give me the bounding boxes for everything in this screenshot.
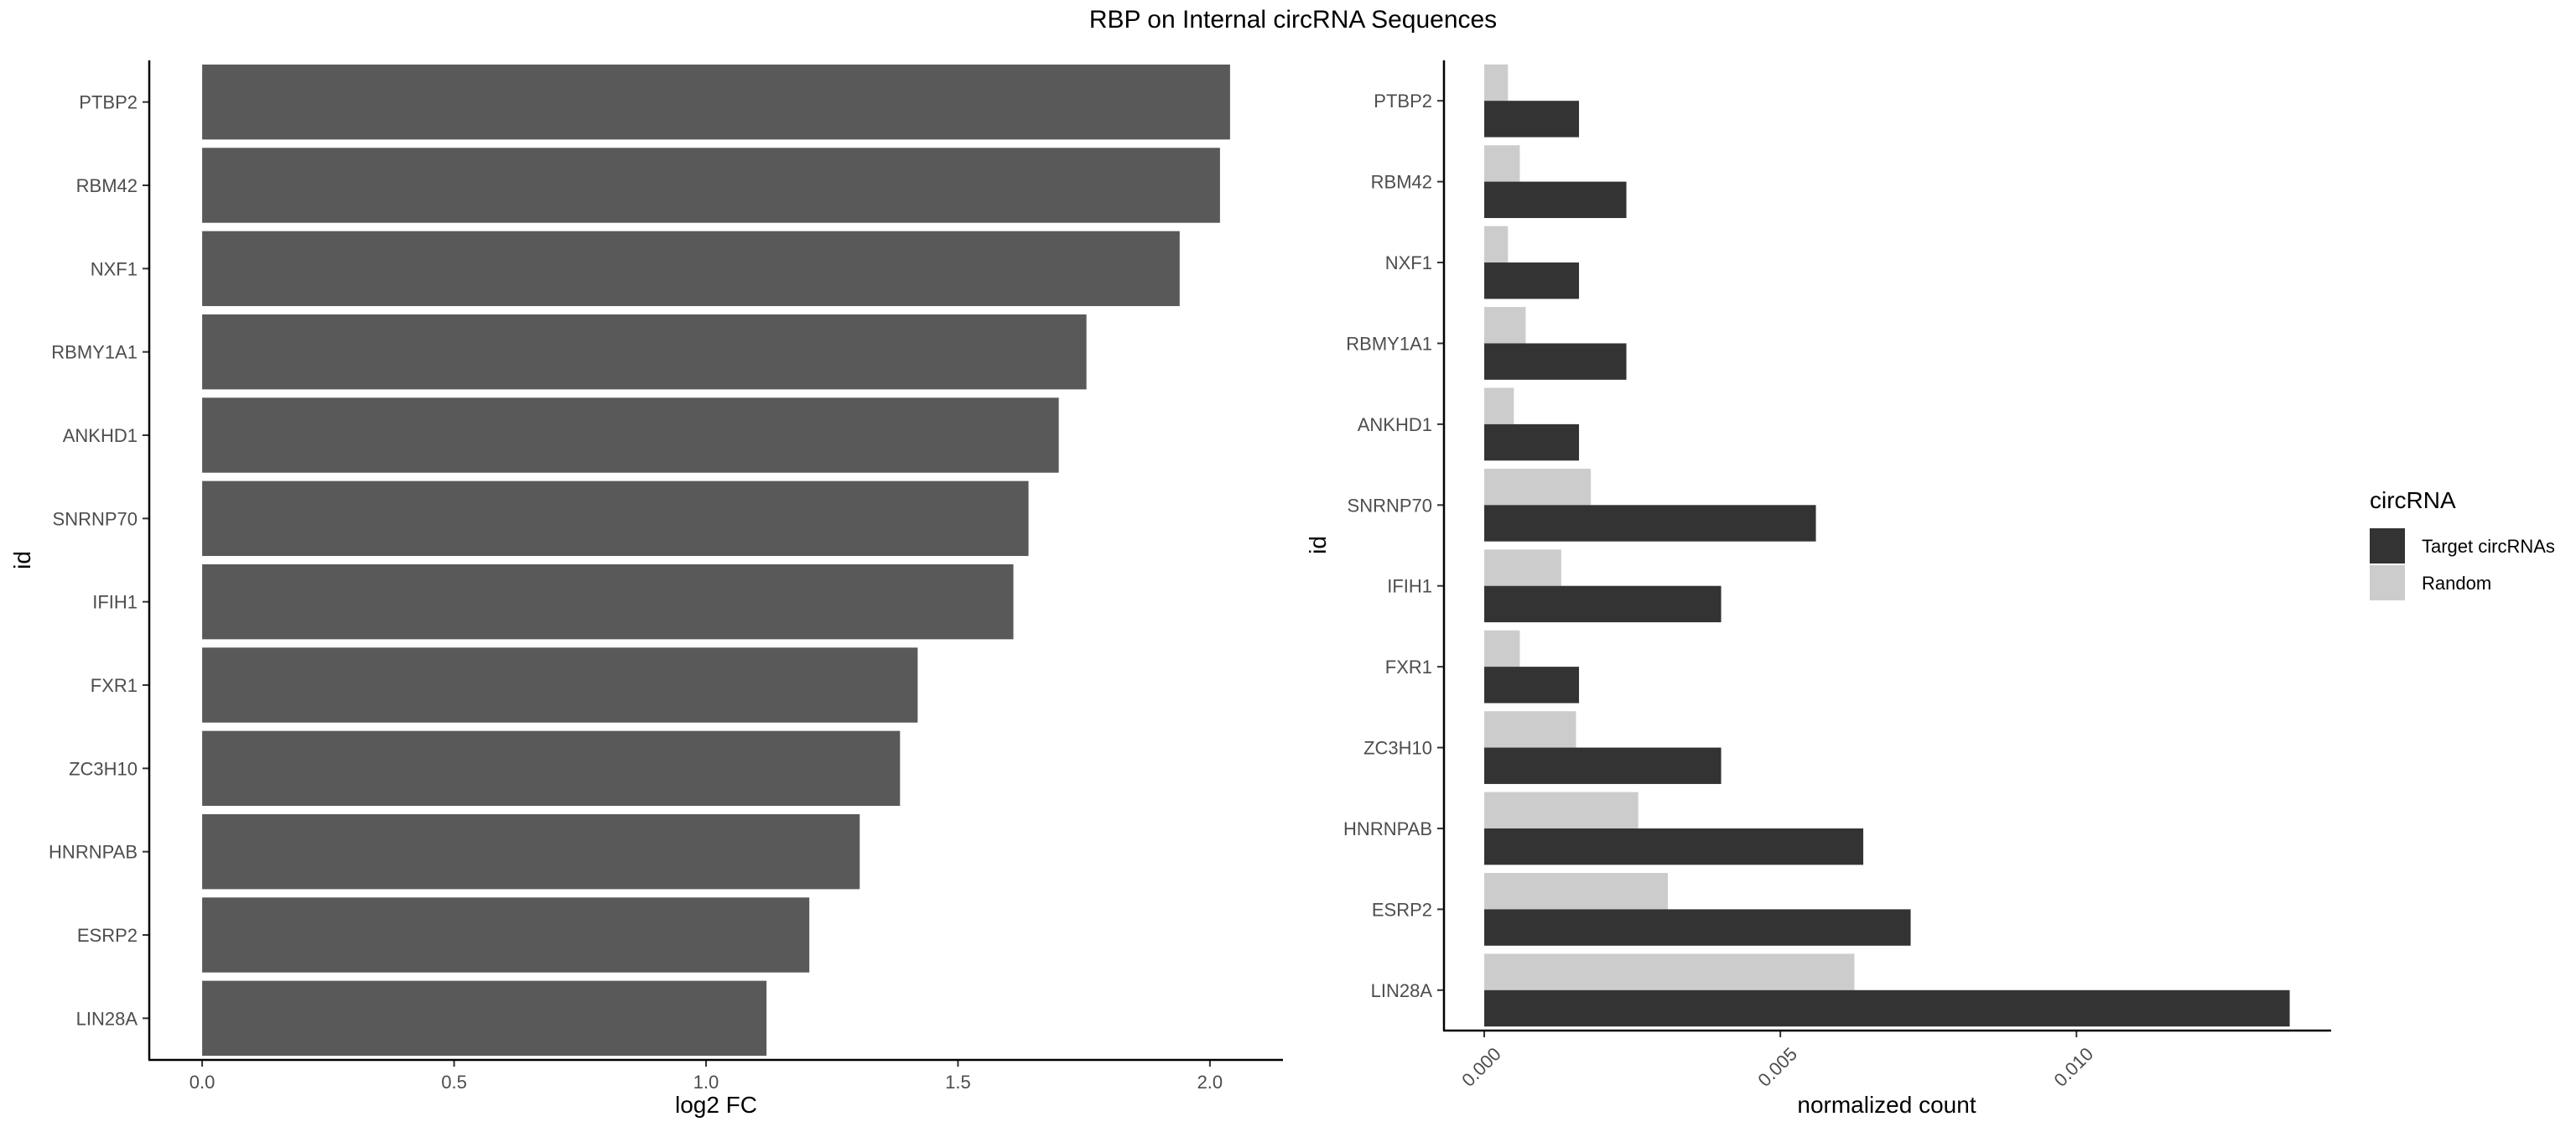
right-bar-random-rbm42 [1484,145,1520,182]
right-x-axis-ticks: 0.000 0.005 0.010 [1457,1031,2097,1091]
left-y-tick-label-hnrnpab: HNRNPAB [49,842,138,863]
right-y-axis-ticks: PTBP2 RBM42 NXF1 RBMY1A1 ANKHD1 SNRNP70 IFIH1 F… [1343,91,1444,1001]
left-y-tick-label-esrp2: ESRP2 [77,925,138,946]
left-bar-fxr1 [202,647,918,723]
right-bars [1484,64,2290,1027]
left-bar-snrnp70 [202,480,1029,557]
right-bar-random-nxf1 [1484,226,1509,263]
right-bar-target-circrnas-fxr1 [1484,667,1580,704]
right-bar-target-circrnas-ankhd1 [1484,423,1580,461]
right-y-tick-label-fxr1: FXR1 [1385,657,1432,678]
left-bar-ankhd1 [202,397,1059,473]
right-bar-random-fxr1 [1484,630,1520,667]
right-x-tick-label: 0.000 [1457,1043,1505,1091]
legend-label-random: Random [2422,573,2491,594]
right-bar-target-circrnas-lin28a [1484,989,2290,1027]
right-y-axis-title: id [1305,536,1331,554]
left-bar-zc3h10 [202,730,901,807]
left-x-axis-title: log2 FC [675,1092,757,1118]
right-bar-target-circrnas-rbmy1a1 [1484,343,1627,380]
right-bar-target-circrnas-zc3h10 [1484,747,1722,784]
legend-title: circRNA [2370,487,2456,513]
right-y-tick-label-lin28a: LIN28A [1371,980,1433,1001]
left-y-axis-title: id [9,551,35,569]
legend: circRNA Target circRNAs Random [2370,487,2555,600]
left-x-tick-label: 1.5 [945,1072,971,1093]
left-bar-rbm42 [202,148,1220,223]
right-bar-random-rbmy1a1 [1484,307,1526,344]
left-y-tick-label-ankhd1: ANKHD1 [63,425,138,446]
right-y-tick-label-ptbp2: PTBP2 [1374,91,1432,112]
legend-swatch-random [2370,565,2405,600]
right-bar-random-lin28a [1484,953,1855,990]
left-bar-lin28a [202,980,767,1057]
right-y-tick-label-esrp2: ESRP2 [1372,899,1432,920]
right-y-tick-label-rbmy1a1: RBMY1A1 [1346,333,1432,354]
left-y-tick-label-ifih1: IFIH1 [92,592,138,613]
left-y-tick-label-rbmy1a1: RBMY1A1 [51,342,138,363]
right-bar-random-snrnp70 [1484,468,1592,506]
left-bar-ptbp2 [202,64,1230,140]
right-bar-target-circrnas-ifih1 [1484,585,1722,623]
legend-label-target-circrnas: Target circRNAs [2422,536,2555,557]
left-x-tick-label: 0.5 [441,1072,467,1093]
left-bar-esrp2 [202,897,810,973]
right-y-tick-label-ankhd1: ANKHD1 [1358,414,1432,435]
right-bar-target-circrnas-rbm42 [1484,181,1627,219]
left-x-tick-label: 0.0 [190,1072,216,1093]
right-bar-random-zc3h10 [1484,711,1576,748]
right-x-tick-label: 0.005 [1753,1043,1801,1091]
right-bar-random-ptbp2 [1484,64,1509,101]
left-bars [202,64,1230,1057]
left-x-tick-label: 2.0 [1197,1072,1223,1093]
left-panel: PTBP2 RBM42 NXF1 RBMY1A1 ANKHD1 SNRNP70 IFIH1 F… [9,60,1283,1118]
left-y-tick-label-ptbp2: PTBP2 [79,92,138,113]
right-bar-target-circrnas-nxf1 [1484,262,1580,299]
right-bar-random-esrp2 [1484,872,1668,910]
figure-title: RBP on Internal circRNA Sequences [1089,6,1497,34]
left-bar-hnrnpab [202,813,860,890]
right-x-tick-label: 0.010 [2050,1043,2098,1091]
right-bar-target-circrnas-snrnp70 [1484,505,1816,542]
right-panel: PTBP2 RBM42 NXF1 RBMY1A1 ANKHD1 SNRNP70 IFIH1 F… [1305,60,2331,1118]
right-y-tick-label-hnrnpab: HNRNPAB [1343,818,1432,839]
right-y-tick-label-nxf1: NXF1 [1385,252,1432,273]
left-bar-nxf1 [202,231,1180,307]
right-y-tick-label-rbm42: RBM42 [1371,172,1432,193]
right-y-tick-label-zc3h10: ZC3H10 [1363,738,1432,759]
left-bar-ifih1 [202,564,1014,640]
left-y-tick-label-zc3h10: ZC3H10 [69,758,138,779]
left-y-tick-label-rbm42: RBM42 [76,175,138,196]
left-bar-rbmy1a1 [202,314,1087,390]
left-y-tick-label-fxr1: FXR1 [91,675,138,696]
legend-swatch-target-circrnas [2370,528,2405,564]
right-bar-random-hnrnpab [1484,792,1639,828]
left-x-tick-label: 1.0 [693,1072,719,1093]
right-y-tick-label-snrnp70: SNRNP70 [1348,495,1432,516]
left-y-tick-label-lin28a: LIN28A [76,1008,138,1029]
left-x-axis-ticks: 0.0 0.5 1.0 1.5 2.0 [190,1060,1223,1093]
right-bar-random-ankhd1 [1484,387,1514,424]
right-bar-target-circrnas-ptbp2 [1484,101,1580,138]
left-y-axis-ticks: PTBP2 RBM42 NXF1 RBMY1A1 ANKHD1 SNRNP70 IFIH1 F… [49,92,149,1029]
right-bar-random-ifih1 [1484,549,1561,586]
right-x-axis-title: normalized count [1797,1092,1976,1118]
right-bar-target-circrnas-hnrnpab [1484,828,1864,865]
left-y-tick-label-snrnp70: SNRNP70 [53,508,138,529]
left-y-tick-label-nxf1: NXF1 [91,258,138,279]
right-y-tick-label-ifih1: IFIH1 [1387,576,1432,597]
right-bar-target-circrnas-esrp2 [1484,909,1911,946]
